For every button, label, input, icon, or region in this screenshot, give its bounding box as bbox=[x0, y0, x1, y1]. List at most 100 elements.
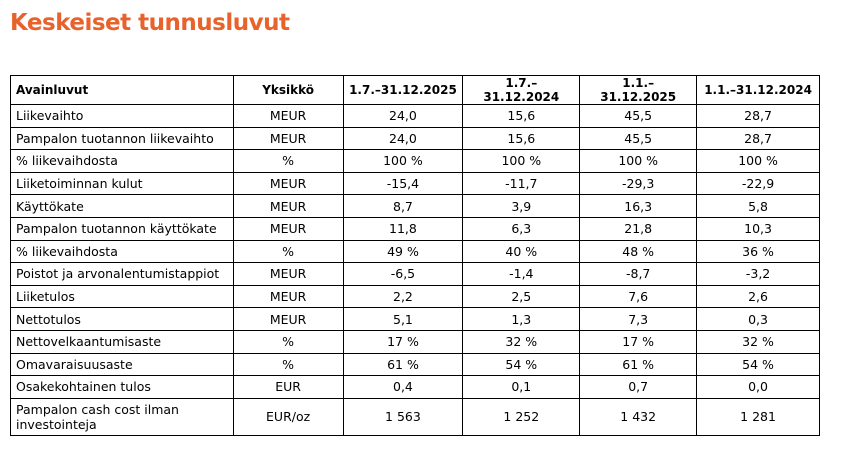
table-cell: EUR bbox=[232, 375, 344, 399]
table-cell: 54 % bbox=[462, 352, 581, 377]
table-cell: 24,0 bbox=[342, 104, 464, 128]
table-cell: MEUR bbox=[232, 104, 344, 128]
table-cell: 16,3 bbox=[579, 194, 698, 218]
table-row: Nettovelkaantumisaste% 17 % 32 % 17 % 32 % bbox=[10, 329, 820, 354]
table-cell: -11,7 bbox=[462, 171, 581, 196]
header-cell: 1.1.–31.12.2024 bbox=[696, 75, 820, 105]
table-cell: 40 % bbox=[462, 239, 581, 264]
table-row: % liikevaihdosta% 49 % 40 % 48 % 36 % bbox=[10, 239, 820, 264]
table-cell: MEUR bbox=[232, 216, 344, 241]
header-cell: 1.7.–31.12.2024 bbox=[462, 75, 581, 105]
table-cell: 24,0 bbox=[342, 126, 464, 151]
table-cell: % bbox=[232, 149, 344, 173]
table-cell: 48 % bbox=[579, 239, 698, 264]
table-cell: 0,7 bbox=[579, 375, 698, 399]
table-cell: 7,6 bbox=[579, 284, 698, 309]
table-cell: 54 % bbox=[696, 352, 820, 377]
table-cell: -29,3 bbox=[579, 171, 698, 196]
table-cell: -6,5 bbox=[342, 262, 464, 286]
row-label: Nettotulos bbox=[10, 307, 234, 331]
table-row: Liiketoiminnan kulut MEUR -15,4 -11,7 -29,3-… bbox=[10, 171, 820, 196]
table-cell: 61 % bbox=[579, 352, 698, 377]
table-cell: 3,9 bbox=[462, 194, 581, 218]
table-cell: 32 % bbox=[462, 329, 581, 354]
table-cell: -3,2 bbox=[696, 262, 820, 286]
table-cell: 0,4 bbox=[342, 375, 464, 399]
table-row: Pampalon tuotannon käyttökate MEUR 11,8 6,3… bbox=[10, 216, 820, 241]
table-cell: 100 % bbox=[342, 149, 464, 173]
table-cell: 2,5 bbox=[462, 284, 581, 309]
table-cell: 1,3 bbox=[462, 307, 581, 331]
header-cell: 1.1.–31.12.2025 bbox=[579, 75, 698, 105]
table-cell: MEUR bbox=[232, 307, 344, 331]
row-label: Liikevaihto bbox=[10, 104, 234, 128]
table-cell: MEUR bbox=[232, 284, 344, 309]
table-cell: 8,7 bbox=[342, 194, 464, 218]
row-label: Pampalon tuotannon liikevaihto bbox=[10, 126, 234, 151]
row-label: Osakekohtainen tulos bbox=[10, 375, 234, 399]
table-cell: MEUR bbox=[232, 262, 344, 286]
table-cell: 1 281 bbox=[696, 397, 820, 436]
table-cell: 49 % bbox=[342, 239, 464, 264]
table-cell: 45,5 bbox=[579, 126, 698, 151]
table-cell: 11,8 bbox=[342, 216, 464, 241]
table-cell: MEUR bbox=[232, 171, 344, 196]
table-cell: 5,1 bbox=[342, 307, 464, 331]
table-cell: -1,4 bbox=[462, 262, 581, 286]
table-cell: 2,6 bbox=[696, 284, 820, 309]
table-row: Käyttökate MEUR 8,7 3,9 16,3 5,8 bbox=[10, 194, 820, 218]
table-cell: 36 % bbox=[696, 239, 820, 264]
table-cell: 7,3 bbox=[579, 307, 698, 331]
row-label: Liiketulos bbox=[10, 284, 234, 309]
table-row: Nettotulos MEUR 5,1 1,3 7,3 0,3 bbox=[10, 307, 820, 331]
header-row: Avainluvut Yksikkö 1.7.–31.12.2025 1.7.–31.… bbox=[10, 75, 820, 105]
table-cell: 15,6 bbox=[462, 126, 581, 151]
table-cell: % bbox=[232, 329, 344, 354]
table-cell: 21,8 bbox=[579, 216, 698, 241]
row-label: Pampalon tuotannon käyttökate bbox=[10, 216, 234, 241]
key-figures-table: Avainluvut Yksikkö 1.7.–31.12.2025 1.7.–31.… bbox=[10, 75, 820, 436]
header-cell: 1.7.–31.12.2025 bbox=[342, 75, 464, 105]
table-row: Pampalon tuotannon liikevaihto MEUR 24,0 15… bbox=[10, 126, 820, 151]
row-label: % liikevaihdosta bbox=[10, 239, 234, 264]
table-cell: 10,3 bbox=[696, 216, 820, 241]
row-label: Pampalon cash cost ilman investointeja bbox=[10, 397, 234, 436]
header-cell: Avainluvut bbox=[10, 75, 234, 105]
table-cell: 28,7 bbox=[696, 104, 820, 128]
table-cell: 0,0 bbox=[696, 375, 820, 399]
table-row: Poistot ja arvonalentumistappiot MEUR -6,5… bbox=[10, 262, 820, 286]
table-cell: 0,3 bbox=[696, 307, 820, 331]
page-title: Keskeiset tunnusluvut bbox=[10, 10, 290, 36]
row-label: Liiketoiminnan kulut bbox=[10, 171, 234, 196]
table-cell: 100 % bbox=[462, 149, 581, 173]
table-cell: 61 % bbox=[342, 352, 464, 377]
table-cell: -22,9 bbox=[696, 171, 820, 196]
table-cell: % bbox=[232, 239, 344, 264]
table-cell: 28,7 bbox=[696, 126, 820, 151]
table-cell: 6,3 bbox=[462, 216, 581, 241]
table-cell: 0,1 bbox=[462, 375, 581, 399]
table-cell: 1 563 bbox=[342, 397, 464, 436]
table-cell: 32 % bbox=[696, 329, 820, 354]
table-cell: 1 252 bbox=[462, 397, 581, 436]
table-cell: -8,7 bbox=[579, 262, 698, 286]
table-cell: 17 % bbox=[579, 329, 698, 354]
row-label: % liikevaihdosta bbox=[10, 149, 234, 173]
table-row: % liikevaihdosta% 100 % 100 % 100 % 100 % bbox=[10, 149, 820, 173]
table-row: Omavaraisuusaste% 61 % 54 % 61 % 54 % bbox=[10, 352, 820, 377]
table-cell: 17 % bbox=[342, 329, 464, 354]
table-cell: 15,6 bbox=[462, 104, 581, 128]
table-row: Pampalon cash cost ilman investointeja EU… bbox=[10, 397, 820, 436]
table-cell: 5,8 bbox=[696, 194, 820, 218]
header-cell: Yksikkö bbox=[232, 75, 344, 105]
row-label: Käyttökate bbox=[10, 194, 234, 218]
row-label: Omavaraisuusaste bbox=[10, 352, 234, 377]
table-cell: EUR/oz bbox=[232, 397, 344, 436]
table-row: Liikevaihto MEUR 24,0 15,6 45,5 28,7 bbox=[10, 104, 820, 128]
table-cell: % bbox=[232, 352, 344, 377]
row-label: Poistot ja arvonalentumistappiot bbox=[10, 262, 234, 286]
table-cell: 45,5 bbox=[579, 104, 698, 128]
table-cell: 100 % bbox=[579, 149, 698, 173]
table-cell: MEUR bbox=[232, 126, 344, 151]
